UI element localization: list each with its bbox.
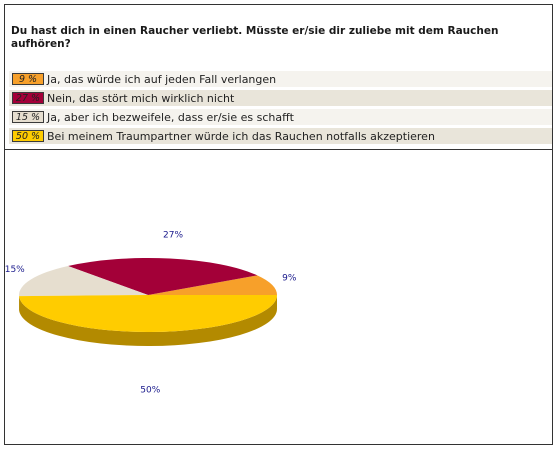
answer-row: 9 % Ja, das würde ich auf jeden Fall ver… <box>9 71 552 87</box>
answer-percent-badge: 15 % <box>12 111 44 123</box>
pie-slice-side <box>19 295 277 347</box>
answer-percent-badge: 9 % <box>12 73 44 85</box>
pie-slice <box>19 295 277 333</box>
divider <box>5 149 552 150</box>
answer-row: 27 % Nein, das stört mich wirklich nicht <box>9 90 552 106</box>
poll-frame: Du hast dich in einen Raucher verliebt. … <box>4 4 553 445</box>
answer-row: 15 % Ja, aber ich bezweifele, dass er/si… <box>9 109 552 125</box>
answer-label: Ja, aber ich bezweifele, dass er/sie es … <box>47 110 294 124</box>
pie-slice-label: 27% <box>163 230 183 240</box>
pie-slice <box>148 275 277 295</box>
answer-percent-badge: 27 % <box>12 92 44 104</box>
answer-percent-badge: 50 % <box>12 130 44 142</box>
pie-slice-label: 50% <box>140 385 160 395</box>
answer-label: Ja, das würde ich auf jeden Fall verlang… <box>47 72 277 86</box>
pie-slice <box>68 258 258 295</box>
answer-row: 50 % Bei meinem Traumpartner würde ich d… <box>9 128 552 144</box>
poll-question: Du hast dich in einen Raucher verliebt. … <box>11 25 499 50</box>
pie-slice-label: 9% <box>282 274 297 284</box>
pie-slice-label: 15% <box>5 265 25 275</box>
pie-chart: 9% 27% 15% 50% <box>5 230 297 395</box>
answer-label: Bei meinem Traumpartner würde ich das Ra… <box>47 129 435 143</box>
pie-slice <box>19 265 149 297</box>
answer-label: Nein, das stört mich wirklich nicht <box>47 91 235 105</box>
